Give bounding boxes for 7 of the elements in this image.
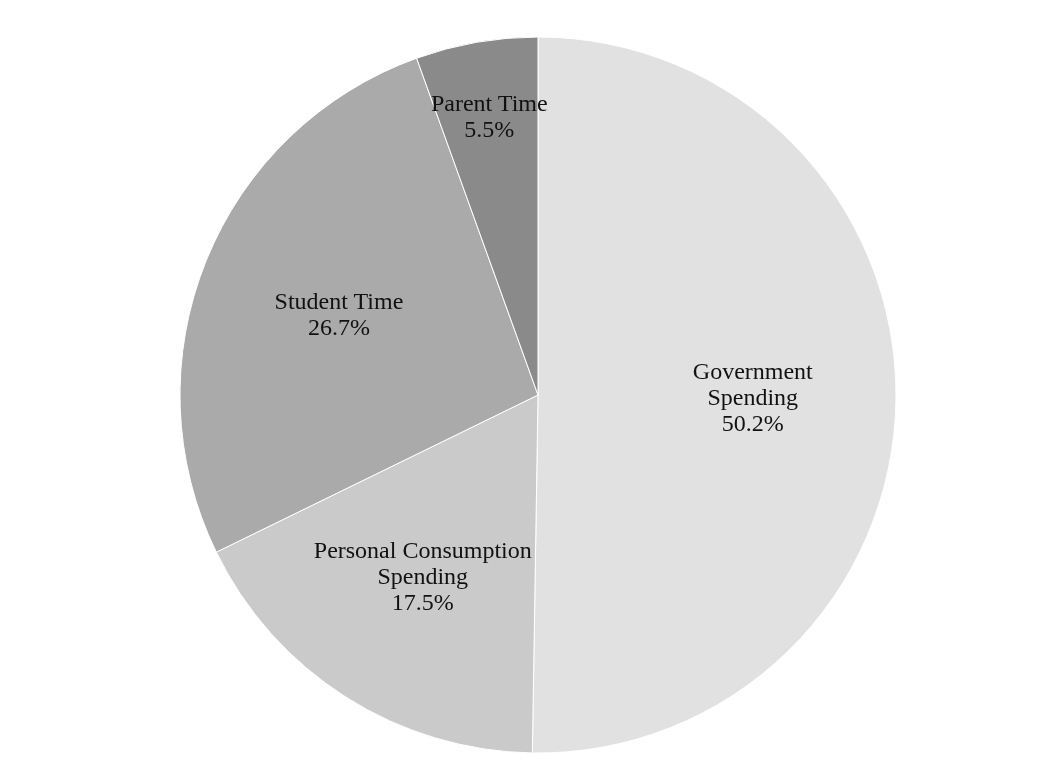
data-label: 17.5% bbox=[391, 589, 454, 616]
slice-label: Government Spending bbox=[692, 357, 814, 410]
data-label: 50.2% bbox=[721, 409, 784, 436]
data-label: 5.5% bbox=[464, 116, 515, 143]
slice-label: Student Time bbox=[274, 288, 404, 315]
data-label: 26.7% bbox=[307, 314, 370, 341]
slice-label: Personal Consumption Spending bbox=[313, 537, 532, 590]
